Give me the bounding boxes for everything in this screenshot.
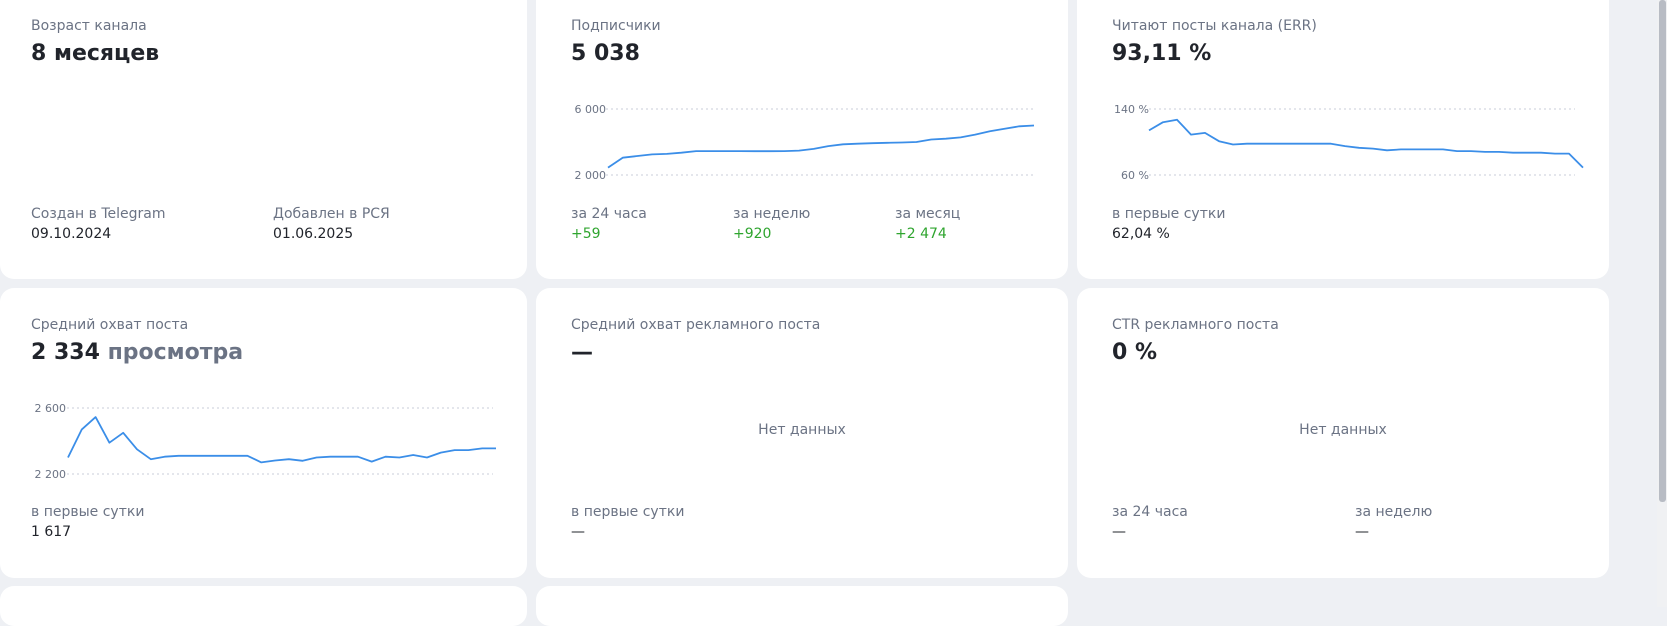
tick-label-top: 140 %	[1114, 103, 1149, 116]
ctr-card: CTR рекламного поста 0 % Нет данных за 2…	[1077, 288, 1609, 578]
scrollbar-thumb[interactable]	[1659, 0, 1666, 502]
subscribers-card: Подписчики 5 038 6 000 2 000 за 24 часа …	[536, 0, 1068, 279]
subscribers-week-value: +920	[733, 226, 772, 242]
channel-age-card: Возраст канала 8 месяцев Создан в Telegr…	[0, 0, 527, 279]
subscribers-24h-label: за 24 часа	[571, 206, 647, 222]
ad-reach-no-data: Нет данных	[758, 422, 846, 438]
next-card-middle	[536, 586, 1068, 626]
ad-reach-label: Средний охват рекламного поста	[571, 317, 821, 333]
subscribers-week-label: за неделю	[733, 206, 811, 222]
ctr-week-value: —	[1355, 524, 1369, 540]
avg-reach-label: Средний охват поста	[31, 317, 189, 333]
tick-label-bottom: 2 000	[575, 169, 607, 182]
avg-reach-card: Средний охват поста 2 334 просмотра 2 60…	[0, 288, 527, 578]
err-chart: 140 % 60 %	[1114, 103, 1584, 182]
created-label: Создан в Telegram	[31, 206, 166, 222]
ctr-24h-label: за 24 часа	[1112, 504, 1188, 520]
next-card-left	[0, 586, 527, 626]
ad-reach-first-day-label: в первые сутки	[571, 504, 685, 520]
avg-reach-value-group: 2 334 просмотра	[31, 340, 243, 365]
ad-reach-card: Средний охват рекламного поста — Нет дан…	[536, 288, 1068, 578]
tick-label-bottom: 60 %	[1121, 169, 1149, 182]
err-first-day-value: 62,04 %	[1112, 226, 1170, 242]
added-value: 01.06.2025	[273, 226, 354, 242]
ctr-24h-value: —	[1112, 524, 1126, 540]
subscribers-label: Подписчики	[571, 18, 661, 34]
err-series-line	[1148, 118, 1584, 169]
avg-reach-first-day-value: 1 617	[31, 524, 72, 540]
avg-reach-first-day-label: в первые сутки	[31, 504, 145, 520]
ad-reach-first-day-value: —	[571, 524, 585, 540]
ctr-week-label: за неделю	[1355, 504, 1433, 520]
tick-label-top: 6 000	[575, 103, 607, 116]
channel-age-label: Возраст канала	[31, 18, 147, 34]
subscribers-chart: 6 000 2 000	[575, 103, 1035, 182]
ctr-no-data: Нет данных	[1299, 422, 1387, 438]
tick-label-top: 2 600	[35, 402, 67, 415]
err-card: Читают посты канала (ERR) 93,11 % 140 % …	[1077, 0, 1609, 279]
ctr-label: CTR рекламного поста	[1112, 317, 1279, 333]
avg-reach-value: 2 334	[31, 340, 100, 365]
subscribers-series-line	[607, 124, 1035, 169]
subscribers-value: 5 038	[571, 41, 640, 66]
avg-reach-series-line	[67, 416, 496, 464]
channel-age-value: 8 месяцев	[31, 41, 160, 66]
ctr-value: 0 %	[1112, 340, 1158, 365]
added-label: Добавлен в РСЯ	[273, 206, 390, 222]
err-value: 93,11 %	[1112, 41, 1212, 66]
tick-label-bottom: 2 200	[35, 468, 67, 481]
created-value: 09.10.2024	[31, 226, 112, 242]
avg-reach-unit: просмотра	[107, 340, 244, 365]
ad-reach-value: —	[571, 340, 593, 365]
avg-reach-chart: 2 600 2 200	[35, 402, 496, 481]
subscribers-24h-value: +59	[571, 226, 601, 242]
subscribers-month-label: за месяц	[895, 206, 961, 222]
err-first-day-label: в первые сутки	[1112, 206, 1226, 222]
subscribers-month-value: +2 474	[895, 226, 947, 242]
err-label: Читают посты канала (ERR)	[1112, 18, 1317, 34]
